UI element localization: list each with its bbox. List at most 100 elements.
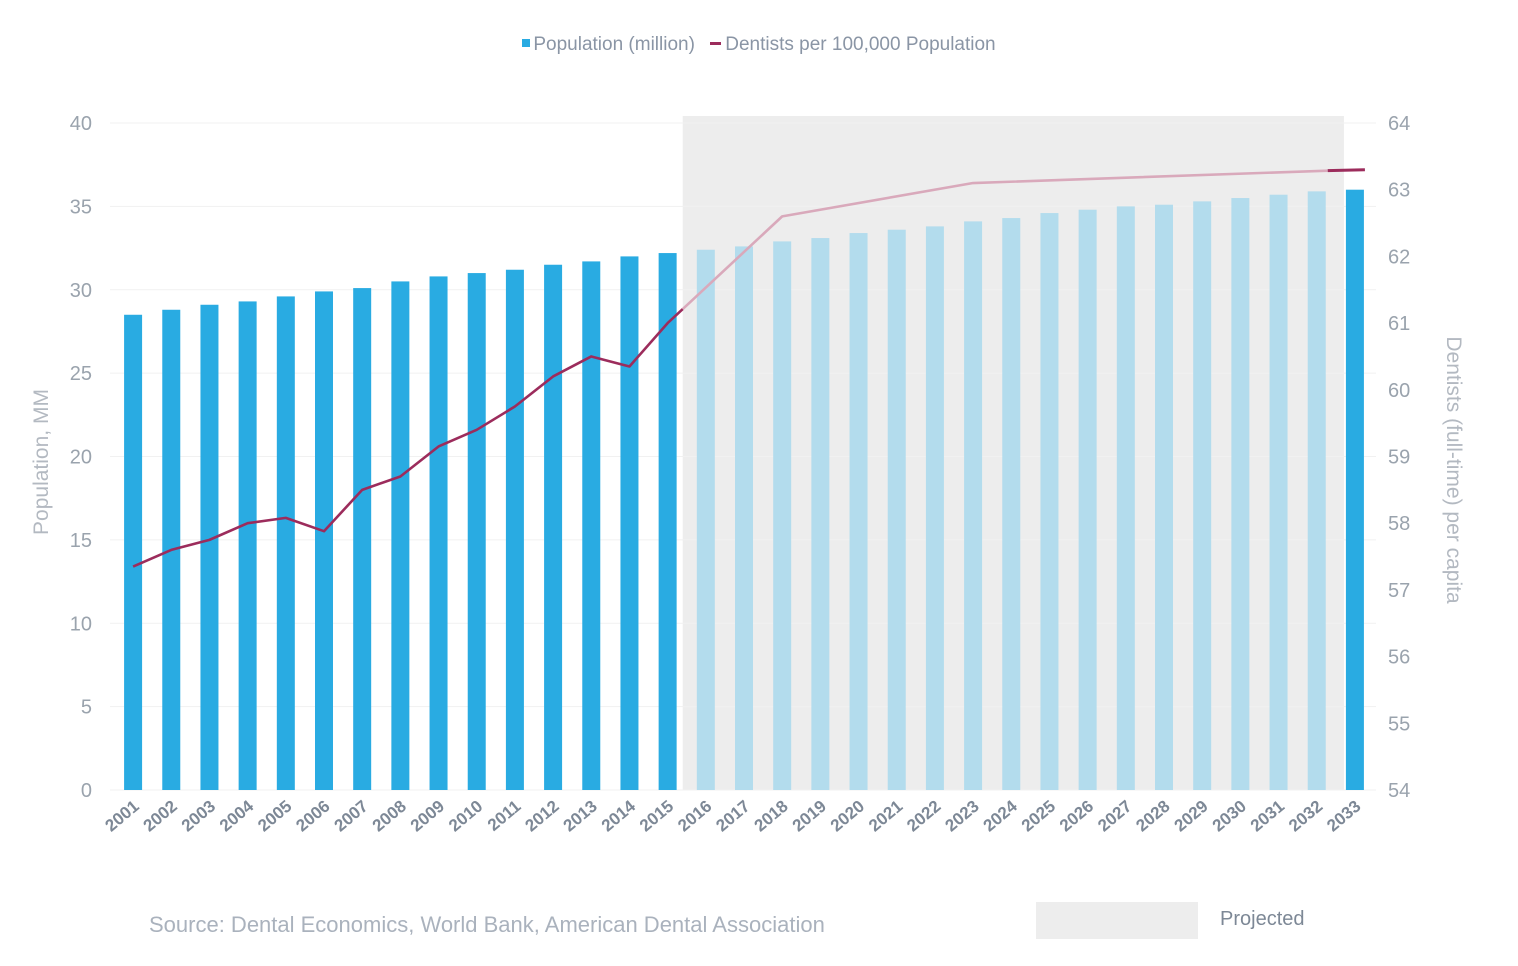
bar — [124, 314, 143, 790]
x-tick-label: 2032 — [1285, 797, 1326, 836]
x-tick-label: 2015 — [636, 797, 677, 836]
projected-legend-swatch — [1036, 902, 1198, 939]
bar — [1078, 209, 1097, 790]
x-tick-label: 2020 — [827, 797, 868, 836]
y-tick-label: 40 — [70, 113, 92, 135]
x-tick-label: 2016 — [674, 797, 715, 836]
x-tick-label: 2021 — [865, 797, 906, 836]
y-tick-label: 15 — [70, 530, 92, 552]
bar — [964, 221, 983, 790]
bar — [696, 249, 715, 791]
bar — [925, 226, 944, 790]
y-tick-label: 25 — [70, 363, 92, 385]
x-tick-label: 2033 — [1323, 797, 1364, 836]
y2-tick-label: 59 — [1388, 447, 1410, 469]
bar — [735, 246, 753, 790]
y2-tick-label: 58 — [1388, 513, 1410, 535]
bar — [505, 269, 524, 790]
x-tick-label: 2029 — [1171, 797, 1212, 836]
bar — [658, 253, 677, 790]
bar — [1040, 213, 1059, 791]
line-dentists-projected — [681, 169, 1328, 310]
bar — [429, 276, 448, 790]
y2-axis-title: Dentists (full-time) per capita — [1442, 336, 1465, 604]
legend: Population (million) Dentists per 100,00… — [0, 34, 1518, 56]
y2-tick-label: 61 — [1388, 313, 1410, 335]
x-tick-label: 2002 — [140, 797, 181, 836]
x-tick-label: 2003 — [178, 797, 219, 836]
bar — [1307, 191, 1326, 790]
y-axis-title: Population, MM — [30, 389, 53, 535]
x-tick-label: 2001 — [101, 797, 142, 836]
bar — [773, 241, 792, 790]
x-tick-label: 2017 — [712, 797, 753, 836]
x-tick-label: 2008 — [369, 797, 410, 836]
x-tick-label: 2031 — [1247, 797, 1288, 836]
bar — [1155, 204, 1173, 790]
y2-tick-label: 57 — [1388, 580, 1410, 602]
bar — [887, 229, 906, 791]
x-tick-label: 2013 — [560, 797, 601, 836]
y-tick-label: 5 — [81, 697, 92, 719]
bar — [1269, 194, 1288, 790]
y2-tick-label: 54 — [1388, 780, 1410, 802]
y2-tick-label: 55 — [1388, 713, 1410, 735]
legend-swatch-dentists — [710, 42, 722, 45]
source-note: Source: Dental Economics, World Bank, Am… — [149, 912, 825, 937]
legend-label-dentists: Dentists per 100,000 Population — [725, 34, 996, 55]
y-tick-label: 0 — [81, 780, 92, 802]
x-tick-label: 2010 — [445, 797, 486, 836]
legend-item-dentists: Dentists per 100,000 Population — [710, 34, 996, 56]
x-tick-label: 2024 — [980, 796, 1022, 835]
bar — [582, 261, 601, 791]
x-tick-label: 2004 — [216, 796, 258, 835]
y2-tick-label: 64 — [1388, 113, 1410, 135]
bar — [276, 296, 295, 790]
x-tick-label: 2018 — [751, 797, 792, 836]
bar — [467, 273, 486, 790]
x-tick-label: 2028 — [1132, 797, 1173, 836]
projected-legend-label: Projected — [1220, 908, 1305, 930]
legend-item-population: Population (million) — [522, 34, 695, 56]
bar — [238, 301, 257, 790]
bar — [391, 281, 410, 790]
bar — [353, 288, 372, 790]
x-tick-label: 2030 — [1209, 797, 1250, 836]
bar — [1002, 218, 1021, 791]
x-tick-label: 2026 — [1056, 797, 1097, 836]
bar — [1345, 189, 1364, 790]
line-dentists-actual — [132, 308, 684, 568]
y-tick-label: 35 — [70, 196, 92, 218]
x-tick-label: 2023 — [941, 797, 982, 836]
x-tick-label: 2005 — [254, 797, 295, 836]
x-tick-label: 2009 — [407, 797, 448, 836]
x-tick-label: 2011 — [484, 797, 524, 835]
y2-tick-label: 56 — [1388, 647, 1410, 669]
bar — [1116, 206, 1135, 790]
y2-tick-label: 60 — [1388, 380, 1410, 402]
legend-label-population: Population (million) — [533, 34, 695, 55]
bar — [315, 291, 333, 790]
y2-tick-label: 62 — [1388, 246, 1410, 268]
bar — [200, 304, 219, 790]
bar — [1231, 198, 1250, 791]
x-tick-label: 2019 — [789, 797, 830, 836]
y-tick-label: 20 — [70, 447, 92, 469]
x-tick-label: 2014 — [598, 796, 640, 835]
y2-tick-label: 63 — [1388, 180, 1410, 202]
bar — [811, 238, 830, 790]
x-tick-label: 2027 — [1094, 797, 1135, 836]
legend-swatch-population — [522, 39, 531, 47]
line-dentists-end — [1327, 168, 1365, 173]
bar — [849, 233, 868, 790]
x-tick-label: 2006 — [292, 797, 333, 836]
x-tick-label: 2022 — [903, 797, 944, 836]
bar — [1193, 201, 1212, 790]
x-tick-label: 2007 — [331, 797, 372, 836]
y-tick-label: 30 — [70, 280, 92, 302]
y-tick-label: 10 — [70, 613, 92, 635]
x-tick-label: 2025 — [1018, 797, 1059, 836]
x-tick-label: 2012 — [521, 797, 562, 836]
bar — [620, 256, 639, 790]
